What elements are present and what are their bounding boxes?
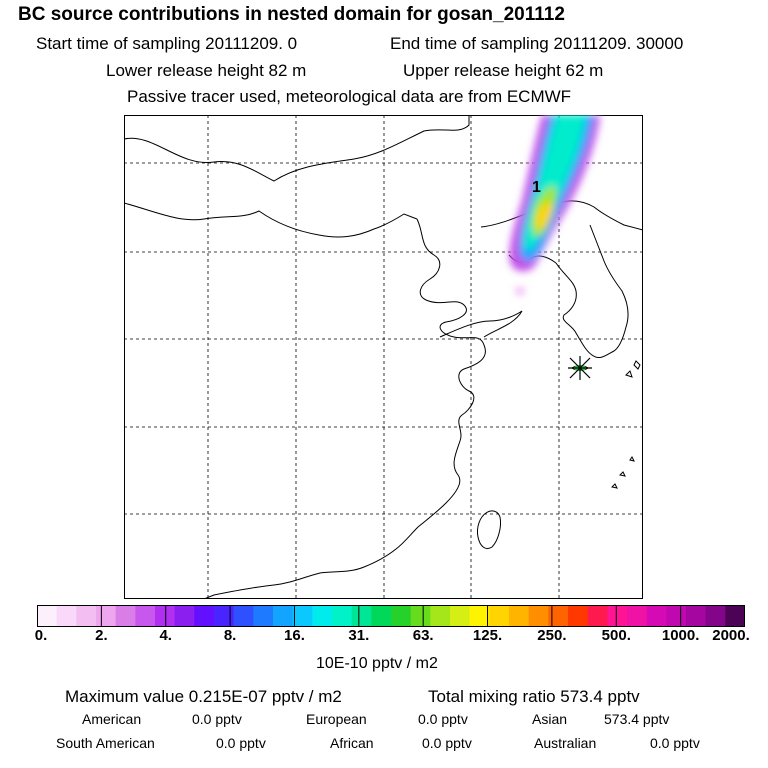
colorbar-cell bbox=[450, 605, 471, 627]
colorbar-cell bbox=[509, 605, 530, 627]
colorbar-tick-label: 63. bbox=[412, 627, 434, 644]
region-value-european: 0.0 pptv bbox=[418, 711, 468, 727]
colorbar-cell bbox=[214, 605, 235, 627]
region-value-australian: 0.0 pptv bbox=[650, 735, 700, 751]
colorbar-cell bbox=[725, 605, 745, 627]
region-label-african: African bbox=[330, 735, 374, 751]
plume bbox=[509, 115, 600, 294]
northern-border bbox=[124, 115, 470, 182]
colorbar-cell bbox=[430, 605, 451, 627]
colorbar-cell bbox=[76, 605, 97, 627]
colorbar-cell bbox=[666, 605, 687, 627]
region-label-european: European bbox=[306, 711, 367, 727]
colorbar-cell bbox=[332, 605, 353, 627]
colorbar-tick-label: 125. bbox=[472, 627, 503, 644]
receptor-marker bbox=[568, 356, 592, 380]
colorbar-cell bbox=[548, 605, 569, 627]
colorbar-cell bbox=[115, 605, 136, 627]
colorbar-tick-label: 0. bbox=[34, 627, 48, 644]
colorbar-cell bbox=[686, 605, 707, 627]
region-label-american: American bbox=[82, 711, 142, 727]
colorbar-tick-label: 8. bbox=[223, 627, 237, 644]
shandong-peninsula bbox=[439, 310, 523, 338]
lower-release-height: Lower release height 82 m bbox=[106, 61, 307, 80]
colorbar-unit: 10E-10 pptv / m2 bbox=[316, 655, 438, 672]
colorbar-cell bbox=[155, 605, 176, 627]
colorbar-cell bbox=[489, 605, 510, 627]
colorbar-cell bbox=[469, 605, 490, 627]
colorbar-cell bbox=[312, 605, 333, 627]
colorbar-tick-label: 4. bbox=[159, 627, 172, 644]
colorbar-tick-label: 250. bbox=[537, 627, 567, 644]
colorbar-cell bbox=[587, 605, 608, 627]
colorbar-cell bbox=[37, 605, 58, 627]
colorbar-tick-label: 500. bbox=[601, 627, 631, 644]
plot-title: BC source contributions in nested domain… bbox=[18, 4, 565, 25]
colorbar-cell bbox=[371, 605, 392, 627]
total-mixing-ratio: Total mixing ratio 573.4 pptv bbox=[428, 687, 640, 706]
colorbar-cell bbox=[646, 605, 667, 627]
tracer-note: Passive tracer used, meteorological data… bbox=[127, 87, 572, 106]
colorbar-tick-label: 16. bbox=[284, 627, 305, 644]
region-value-american: 0.0 pptv bbox=[192, 711, 242, 727]
colorbar-cell bbox=[627, 605, 648, 627]
region-label-australian: Australian bbox=[534, 735, 597, 751]
lat-lon-grid bbox=[124, 115, 643, 599]
region-value-african: 0.0 pptv bbox=[422, 735, 472, 751]
region-label-asian: Asian bbox=[532, 711, 568, 727]
colorbar-cell bbox=[135, 605, 156, 627]
colorbar-cell bbox=[607, 605, 628, 627]
upper-release-height: Upper release height 62 m bbox=[403, 61, 604, 80]
japan-islands bbox=[610, 360, 641, 489]
colorbar-cell bbox=[528, 605, 549, 627]
colorbar-cell bbox=[233, 605, 254, 627]
plume-label: 1 bbox=[532, 179, 541, 196]
colorbar-cell bbox=[568, 605, 589, 627]
map-panel: 1 bbox=[124, 115, 643, 599]
start-time: Start time of sampling 20111209. 0 bbox=[36, 34, 298, 53]
colorbar-cell bbox=[705, 605, 726, 627]
mongolia-border bbox=[124, 202, 418, 238]
colorbar-tick-label: 1000. bbox=[661, 627, 700, 644]
color-bar bbox=[37, 605, 745, 627]
colorbar-tick-label: 2000. bbox=[712, 627, 750, 644]
region-label-south-american: South American bbox=[56, 735, 155, 751]
colorbar-cell bbox=[194, 605, 215, 627]
colorbar-cell bbox=[391, 605, 412, 627]
end-time: End time of sampling 20111209. 30000 bbox=[390, 34, 684, 53]
max-value: Maximum value 0.215E-07 pptv / m2 bbox=[65, 687, 342, 706]
region-value-asian: 573.4 pptv bbox=[604, 711, 670, 727]
coastlines bbox=[124, 115, 643, 599]
colorbar-tick-label: 2. bbox=[95, 627, 108, 644]
colorbar-cell bbox=[410, 605, 431, 627]
china-coast bbox=[203, 218, 486, 599]
region-value-south-american: 0.0 pptv bbox=[216, 735, 266, 751]
colorbar-tick-label: 31. bbox=[348, 627, 370, 644]
taiwan bbox=[477, 510, 501, 550]
colorbar-cell bbox=[174, 605, 195, 627]
colorbar-cell bbox=[351, 605, 372, 627]
colorbar-cell bbox=[273, 605, 294, 627]
colorbar-cell bbox=[292, 605, 313, 627]
colorbar-cell bbox=[253, 605, 274, 627]
colorbar-cell bbox=[96, 605, 117, 627]
colorbar-cell bbox=[56, 605, 77, 627]
korean-peninsula bbox=[555, 224, 629, 358]
